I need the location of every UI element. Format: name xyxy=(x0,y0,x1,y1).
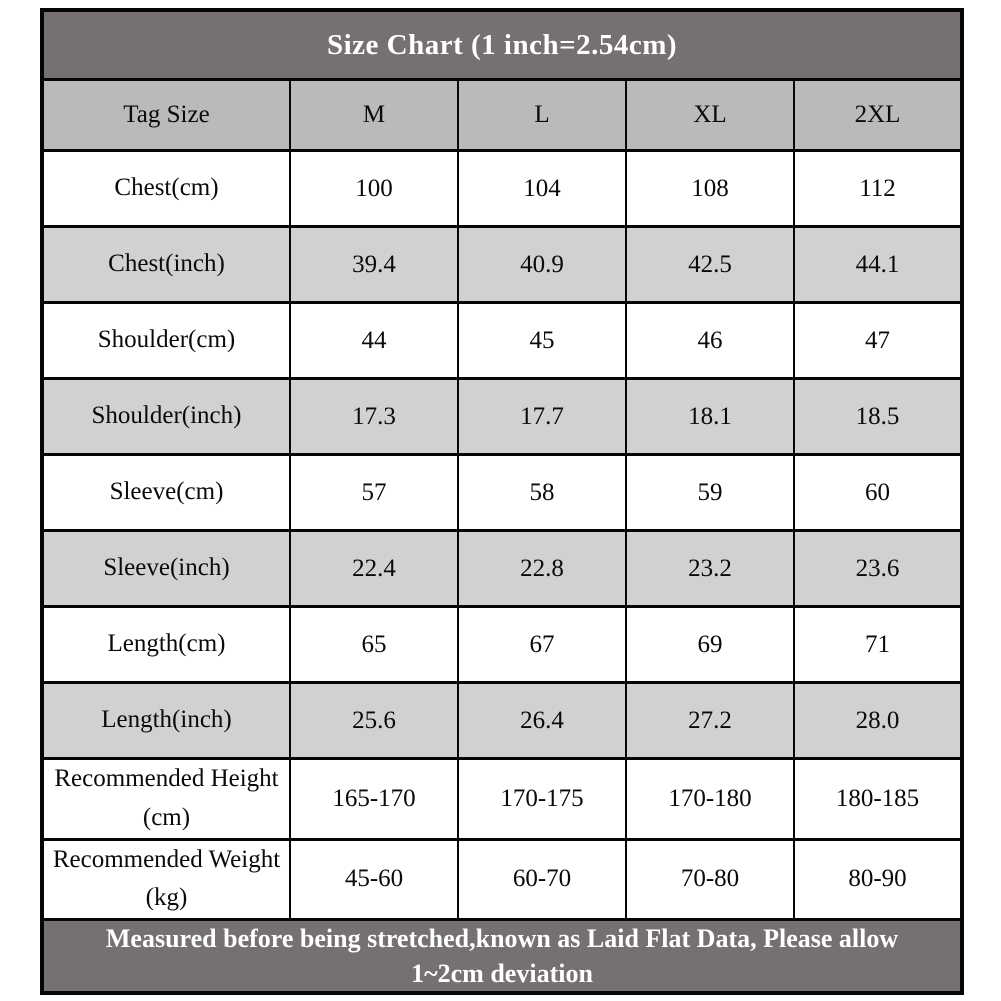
cell-chest-cm-xl: 108 xyxy=(625,149,795,228)
column-header-size-2xl: 2XL xyxy=(792,78,964,152)
cell-shoulder-cm-l: 45 xyxy=(457,301,627,380)
cell-sleeve-inch-l: 22.8 xyxy=(457,529,627,608)
cell-sleeve-cm-xl: 59 xyxy=(625,453,795,532)
cell-shoulder-inch-m: 17.3 xyxy=(289,377,459,456)
cell-length-inch-xl: 27.2 xyxy=(625,681,795,760)
cell-shoulder-inch-xl: 18.1 xyxy=(625,377,795,456)
cell-chest-cm-m: 100 xyxy=(289,149,459,228)
column-header-size-xl: XL xyxy=(625,78,795,152)
row-label-recommended-weight: Recommended Weight (kg) xyxy=(41,837,291,921)
cell-length-cm-m: 65 xyxy=(289,605,459,684)
cell-sleeve-inch-2xl: 23.6 xyxy=(792,529,964,608)
cell-shoulder-cm-2xl: 47 xyxy=(792,301,964,380)
cell-chest-inch-xl: 42.5 xyxy=(625,225,795,304)
cell-sleeve-cm-l: 58 xyxy=(457,453,627,532)
column-header-tag-size: Tag Size xyxy=(41,78,291,152)
cell-sleeve-inch-m: 22.4 xyxy=(289,529,459,608)
cell-chest-cm-2xl: 112 xyxy=(792,149,964,228)
cell-shoulder-inch-l: 17.7 xyxy=(457,377,627,456)
cell-rec-weight-m: 45-60 xyxy=(289,837,459,921)
cell-length-inch-2xl: 28.0 xyxy=(792,681,964,760)
cell-chest-inch-2xl: 44.1 xyxy=(792,225,964,304)
cell-sleeve-cm-m: 57 xyxy=(289,453,459,532)
column-header-size-l: L xyxy=(457,78,627,152)
cell-sleeve-inch-xl: 23.2 xyxy=(625,529,795,608)
size-chart-title: Size Chart (1 inch=2.54cm) xyxy=(40,8,964,81)
row-label-sleeve-inch: Sleeve(inch) xyxy=(41,529,291,608)
cell-chest-inch-l: 40.9 xyxy=(457,225,627,304)
cell-rec-height-xl: 170-180 xyxy=(625,757,795,841)
size-chart-table: Size Chart (1 inch=2.54cm) Tag Size M L … xyxy=(40,8,965,996)
column-header-size-m: M xyxy=(289,78,459,152)
cell-length-cm-xl: 69 xyxy=(625,605,795,684)
row-label-shoulder-inch: Shoulder(inch) xyxy=(41,377,291,456)
cell-rec-weight-2xl: 80-90 xyxy=(792,837,964,921)
row-label-chest-cm: Chest(cm) xyxy=(41,149,291,228)
cell-rec-weight-xl: 70-80 xyxy=(625,837,795,921)
cell-chest-inch-m: 39.4 xyxy=(289,225,459,304)
cell-length-inch-l: 26.4 xyxy=(457,681,627,760)
row-label-sleeve-cm: Sleeve(cm) xyxy=(41,453,291,532)
cell-rec-weight-l: 60-70 xyxy=(457,837,627,921)
row-label-length-inch: Length(inch) xyxy=(41,681,291,760)
row-label-length-cm: Length(cm) xyxy=(41,605,291,684)
cell-sleeve-cm-2xl: 60 xyxy=(792,453,964,532)
cell-length-cm-l: 67 xyxy=(457,605,627,684)
row-label-recommended-height: Recommended Height (cm) xyxy=(41,757,291,841)
cell-chest-cm-l: 104 xyxy=(457,149,627,228)
cell-length-inch-m: 25.6 xyxy=(289,681,459,760)
cell-shoulder-cm-xl: 46 xyxy=(625,301,795,380)
measurement-disclaimer: Measured before being stretched,known as… xyxy=(40,918,964,995)
cell-length-cm-2xl: 71 xyxy=(792,605,964,684)
cell-shoulder-inch-2xl: 18.5 xyxy=(792,377,964,456)
cell-rec-height-l: 170-175 xyxy=(457,757,627,841)
cell-rec-height-m: 165-170 xyxy=(289,757,459,841)
row-label-chest-inch: Chest(inch) xyxy=(41,225,291,304)
cell-shoulder-cm-m: 44 xyxy=(289,301,459,380)
cell-rec-height-2xl: 180-185 xyxy=(792,757,964,841)
row-label-shoulder-cm: Shoulder(cm) xyxy=(41,301,291,380)
